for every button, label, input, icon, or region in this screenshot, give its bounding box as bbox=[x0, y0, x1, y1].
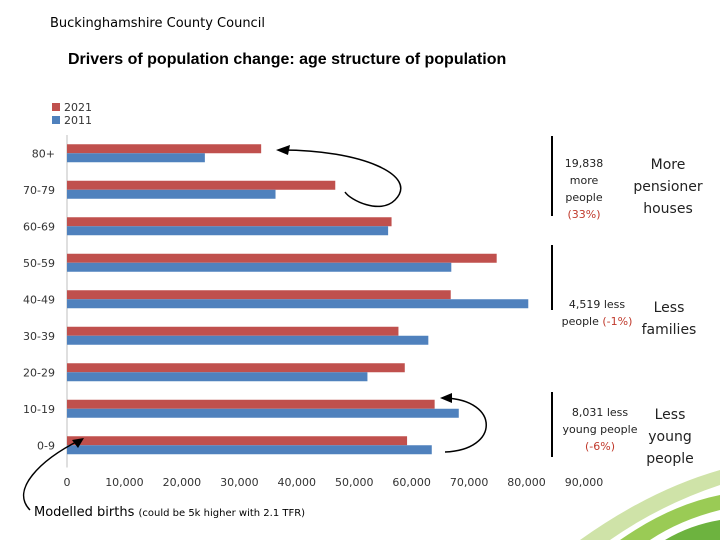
bar-2011 bbox=[67, 226, 389, 236]
families-stats: 4,519 less people (-1%) bbox=[560, 296, 634, 330]
arrow-head-1019 bbox=[440, 393, 452, 403]
bar-2011 bbox=[67, 189, 276, 199]
category-label: 20-29 bbox=[23, 366, 55, 379]
bracket-line-young bbox=[551, 392, 553, 457]
category-label: 0-9 bbox=[37, 439, 55, 452]
families-big-2: families bbox=[641, 322, 697, 338]
bar-2011 bbox=[67, 372, 368, 382]
bar-2011 bbox=[67, 299, 529, 309]
pensioners-big-1: More bbox=[650, 157, 686, 173]
arrow-1019-to-09 bbox=[444, 397, 487, 453]
arrow-80plus-to-7079 bbox=[281, 149, 402, 208]
bar-2021 bbox=[67, 290, 451, 300]
legend-label-2021: 2021 bbox=[64, 101, 92, 114]
pensioners-big-3: houses bbox=[643, 201, 693, 217]
arrow-births-to-09 bbox=[23, 439, 81, 511]
families-label: Less families bbox=[636, 297, 702, 341]
category-label: 10-19 bbox=[23, 403, 55, 416]
category-label: 80+ bbox=[32, 147, 55, 160]
young-big-3: people bbox=[646, 451, 694, 467]
bar-2021 bbox=[67, 253, 497, 263]
org-name: Buckinghamshire County Council bbox=[50, 16, 265, 31]
bar-2021 bbox=[67, 217, 392, 227]
bar-2021 bbox=[67, 436, 408, 446]
families-pct: (-1%) bbox=[602, 315, 633, 328]
category-label: 60-69 bbox=[23, 220, 55, 233]
bar-2021 bbox=[67, 326, 399, 336]
x-tick-label: 10,000 bbox=[105, 476, 144, 489]
legend-label-2011: 2011 bbox=[64, 114, 92, 127]
category-label: 40-49 bbox=[23, 293, 55, 306]
births-main: Modelled births bbox=[34, 505, 139, 520]
bar-2011 bbox=[67, 335, 429, 345]
arrow-head-80plus bbox=[276, 145, 290, 155]
pensioners-label: More pensioner houses bbox=[626, 154, 710, 220]
young-count: 8,031 less bbox=[571, 406, 629, 419]
births-tfr-note: (could be 5k higher with 2.1 TFR) bbox=[138, 508, 306, 519]
x-tick-label: 40,000 bbox=[278, 476, 317, 489]
x-tick-label: 60,000 bbox=[392, 476, 431, 489]
young-big-2: young bbox=[648, 429, 692, 445]
families-big-1: Less bbox=[653, 300, 685, 316]
families-count: 4,519 less bbox=[568, 298, 626, 311]
young-people: young people bbox=[562, 423, 638, 436]
births-note: Modelled births (could be 5k higher with… bbox=[34, 505, 305, 520]
bar-2011 bbox=[67, 153, 205, 163]
legend-swatch-2011 bbox=[52, 116, 60, 124]
bar-2011 bbox=[67, 408, 459, 418]
bar-2011 bbox=[67, 445, 432, 455]
arrow-head-births bbox=[72, 438, 84, 448]
x-tick-label: 50,000 bbox=[335, 476, 374, 489]
x-tick-label: 70,000 bbox=[450, 476, 489, 489]
young-stats: 8,031 less young people (-6%) bbox=[560, 404, 640, 455]
pensioners-more: more bbox=[569, 174, 599, 187]
young-big-1: Less bbox=[654, 407, 686, 423]
category-label: 70-79 bbox=[23, 184, 55, 197]
pensioners-big-2: pensioner bbox=[633, 179, 703, 195]
category-label: 50-59 bbox=[23, 257, 55, 270]
x-tick-label: 0 bbox=[64, 476, 71, 489]
pensioners-count: 19,838 bbox=[564, 157, 604, 170]
slide-title: Drivers of population change: age struct… bbox=[68, 51, 507, 68]
young-label: Less young people bbox=[640, 404, 700, 470]
x-tick-label: 80,000 bbox=[507, 476, 546, 489]
bar-2021 bbox=[67, 144, 262, 154]
legend-swatch-2021 bbox=[52, 103, 60, 111]
category-label: 30-39 bbox=[23, 330, 55, 343]
x-tick-label: 90,000 bbox=[565, 476, 604, 489]
pensioners-people: people bbox=[565, 191, 603, 204]
young-pct: (-6%) bbox=[584, 440, 615, 453]
bar-2021 bbox=[67, 399, 435, 409]
bar-2021 bbox=[67, 180, 336, 190]
bar-2011 bbox=[67, 262, 452, 272]
bar-2021 bbox=[67, 363, 405, 373]
families-people: people bbox=[561, 315, 603, 328]
x-tick-label: 30,000 bbox=[220, 476, 259, 489]
pensioners-stats: 19,838 more people (33%) bbox=[556, 155, 612, 223]
x-tick-label: 20,000 bbox=[163, 476, 202, 489]
decorative-swoosh bbox=[580, 470, 720, 540]
bracket-line-pensioners bbox=[551, 136, 553, 216]
bracket-line-families bbox=[551, 245, 553, 310]
pensioners-pct: (33%) bbox=[567, 208, 601, 221]
